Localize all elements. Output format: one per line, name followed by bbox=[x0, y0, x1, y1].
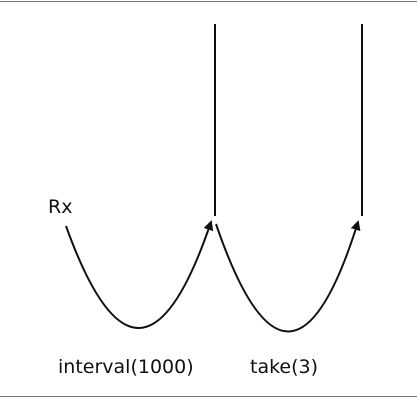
operator-label-interval: interval(1000) bbox=[58, 356, 194, 378]
start-label: Rx bbox=[48, 196, 72, 218]
operator-label-take: take(3) bbox=[250, 356, 318, 378]
arrow-interval bbox=[65, 220, 214, 329]
top-rule bbox=[0, 1, 417, 2]
arrow-take bbox=[215, 220, 361, 333]
bottom-rule bbox=[0, 396, 417, 397]
